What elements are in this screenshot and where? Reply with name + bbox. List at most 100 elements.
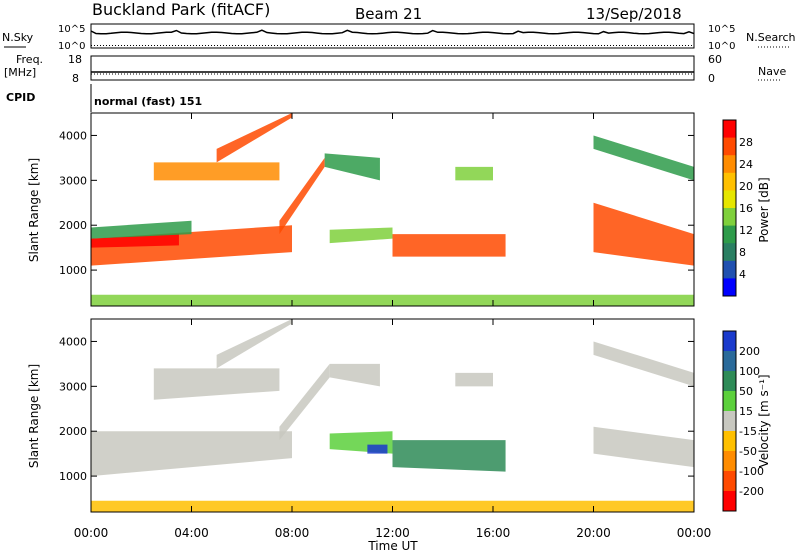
power-echo-band-3 (279, 157, 325, 235)
nsearch-label: N.Search (746, 31, 796, 44)
cpid-strip: CPID normal (fast) 151 (6, 84, 202, 112)
velocity-colorbar: Velocity [m s⁻¹] 200 100 50 15 -15 -50 -100 -20… (722, 330, 771, 512)
time-axis-title: Time UT (367, 539, 418, 553)
velocity-ytick-label-1: 3000 (59, 380, 87, 393)
nsky-label: N.Sky (2, 31, 34, 44)
power-panel: 4000 3000 2000 1000 Slant Range [km] (27, 112, 695, 307)
velocity-panel: 4000 3000 2000 1000 Slant Range [km] (27, 318, 695, 513)
power-colorbar-tick-3: 16 (739, 202, 753, 215)
cpid-label: CPID (6, 91, 35, 104)
velocity-echo-band-1 (279, 363, 330, 441)
velocity-echo-bands (91, 319, 694, 512)
power-echo-band-6 (216, 113, 292, 163)
power-colorbar-tick-1: 24 (739, 158, 753, 171)
velocity-colorbar-swatch-6 (723, 451, 736, 472)
velocity-colorbar-tick-4: -15 (739, 425, 757, 438)
velocity-echo-band-2 (329, 363, 380, 387)
time-tick-label-0: 00:00 (74, 526, 109, 540)
velocity-echo-band-6 (367, 444, 388, 454)
freq-strip: Freq. [MHz] 18 8 60 0 Nave (4, 53, 786, 85)
power-ylabel: Slant Range [km] (27, 158, 41, 262)
time-axis-labels: 00:00 04:00 08:00 12:00 16:00 20:00 00:00 (74, 526, 712, 540)
time-tick-label-4: 16:00 (476, 526, 511, 540)
nsky-trace (90, 29, 695, 35)
velocity-ytick-label-3: 1000 (59, 470, 87, 483)
power-echo-band-4 (324, 153, 380, 181)
power-colorbar-swatch-3 (723, 172, 736, 191)
power-echo-band-5 (153, 162, 280, 181)
velocity-colorbar-swatch-5 (723, 431, 736, 452)
nave-label: Nave (758, 65, 786, 78)
nave-tick-bottom: 0 (708, 72, 715, 85)
power-colorbar-tick-5: 8 (739, 246, 746, 259)
velocity-colorbar-tick-7: -200 (739, 485, 764, 498)
power-echo-band-7 (329, 227, 393, 244)
power-ytick-label-1: 3000 (59, 174, 87, 187)
time-tick-label-3: 12:00 (375, 526, 410, 540)
power-echo-band-8 (392, 234, 506, 257)
velocity-colorbar-swatch-1 (723, 351, 736, 372)
velocity-ytick-label-2: 2000 (59, 425, 87, 438)
power-colorbar-swatch-4 (723, 190, 736, 209)
velocity-colorbar-swatch-2 (723, 371, 736, 392)
nsky-strip: N.Sky 10^5 10^0 10^5 10^0 N.Search (2, 23, 796, 52)
station-title: Buckland Park (fitACF) (92, 0, 270, 19)
velocity-echo-band-9 (593, 426, 694, 468)
nsky-tick-top: 10^5 (58, 24, 85, 35)
velocity-colorbar-tick-6: -100 (739, 465, 764, 478)
time-tick-label-5: 20:00 (576, 526, 611, 540)
power-colorbar-swatch-6 (723, 225, 736, 244)
power-colorbar-tick-4: 12 (739, 224, 753, 237)
power-panel-ticks: 4000 3000 2000 1000 (59, 113, 695, 306)
power-colorbar: Power [dB] 28 24 20 16 12 8 4 (722, 119, 771, 297)
power-colorbar-tick-6: 4 (739, 268, 746, 281)
nave-tick-top: 60 (708, 53, 722, 66)
time-tick-label-2: 08:00 (275, 526, 310, 540)
velocity-colorbar-tick-1: 100 (739, 365, 760, 378)
velocity-echo-band-8 (455, 372, 493, 387)
velocity-colorbar-swatch-8 (723, 491, 736, 512)
velocity-colorbar-swatch-3 (723, 391, 736, 412)
velocity-echo-band-10 (593, 341, 694, 387)
velocity-colorbar-tick-3: 15 (739, 405, 753, 418)
power-echo-band-11 (593, 135, 694, 181)
power-colorbar-swatch-7 (723, 243, 736, 262)
power-colorbar-swatch-9 (723, 278, 736, 297)
time-tick-label-6: 00:00 (677, 526, 712, 540)
power-echo-band-10 (593, 202, 694, 266)
power-colorbar-tick-2: 20 (739, 180, 753, 193)
beam-title: Beam 21 (355, 5, 422, 23)
velocity-ylabel: Slant Range [km] (27, 364, 41, 468)
power-echo-bands (91, 113, 694, 306)
nsearch-tick-top: 10^5 (708, 24, 735, 35)
power-echo-band-9 (455, 166, 493, 181)
velocity-colorbar-tick-5: -50 (739, 445, 757, 458)
power-colorbar-label: Power [dB] (757, 177, 771, 242)
time-tick-label-1: 04:00 (174, 526, 209, 540)
velocity-colorbar-swatch-7 (723, 471, 736, 492)
velocity-colorbar-tick-2: 50 (739, 385, 753, 398)
freq-tick-top: 18 (68, 53, 82, 66)
power-colorbar-tick-0: 28 (739, 136, 753, 149)
freq-tick-bottom: 8 (72, 72, 79, 85)
velocity-echo-band-3 (153, 368, 280, 400)
velocity-echo-band-4 (216, 319, 292, 369)
freq-label: Freq. (16, 53, 43, 66)
nsky-tick-bottom: 10^0 (58, 41, 85, 52)
date-title: 13/Sep/2018 (586, 5, 682, 23)
velocity-echo-band-0 (91, 431, 292, 477)
power-colorbar-swatch-2 (723, 155, 736, 174)
power-ytick-label-0: 4000 (59, 129, 87, 142)
power-colorbar-swatch-8 (723, 260, 736, 279)
power-colorbar-swatch-0 (723, 120, 736, 139)
cpid-text: normal (fast) 151 (94, 95, 202, 108)
power-colorbar-swatch-5 (723, 208, 736, 227)
nsearch-tick-bottom: 10^0 (708, 41, 735, 52)
velocity-colorbar-swatch-4 (723, 411, 736, 432)
power-ytick-label-2: 2000 (59, 219, 87, 232)
power-ytick-label-3: 1000 (59, 264, 87, 277)
velocity-colorbar-tick-0: 200 (739, 345, 760, 358)
power-colorbar-swatch-1 (723, 137, 736, 156)
power-echo-band-0 (91, 225, 292, 266)
